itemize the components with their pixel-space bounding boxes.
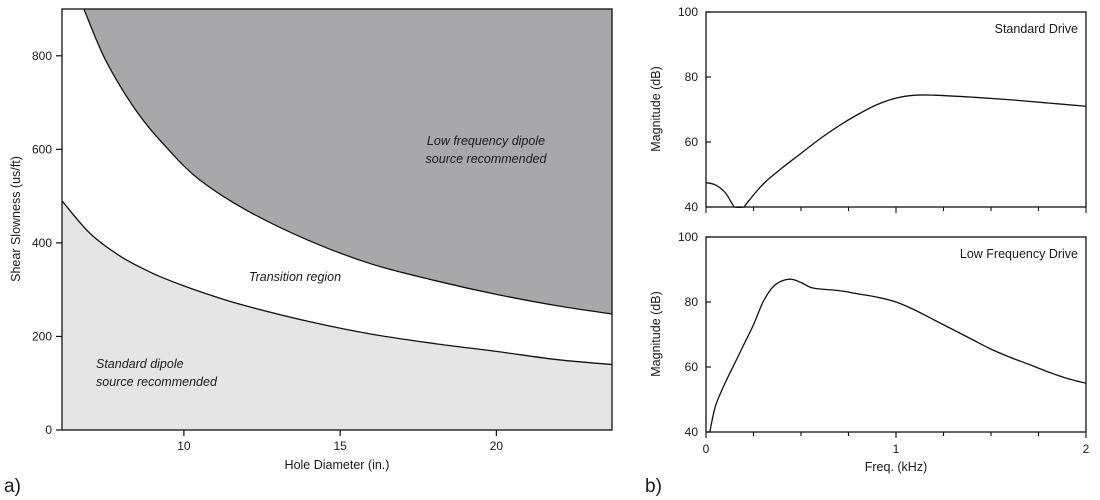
panel-b-top-frame <box>705 11 1087 208</box>
xtick-label: 0 <box>703 442 710 456</box>
panel-a-ytick-label: 600 <box>32 142 52 156</box>
panel-a-ytick-label: 200 <box>32 329 52 343</box>
boundary-lower-curve <box>61 200 613 366</box>
panel-b-top-ylabel: Magnitude (dB) <box>649 66 663 151</box>
panel-a-xlabel: Hole Diameter (in.) <box>285 458 390 472</box>
panel-a-ticks: 0 200 400 600 800 10 15 20 <box>32 49 503 453</box>
ytick-label: 60 <box>685 135 699 149</box>
panel-b-top: 40 60 80 100 Standard Drive Magnitude (dB) <box>649 5 1087 214</box>
panel-b-bottom-ticks: 40 60 80 100 0 1 2 <box>678 230 1090 456</box>
panel-b-bottom-ylabel: Magnitude (dB) <box>649 291 663 376</box>
ytick-label: 40 <box>685 200 699 214</box>
panel-a-ylabel: Shear Slowness (us/ft) <box>9 156 23 282</box>
region-low-frequency-label-line2: source recommended <box>426 152 548 166</box>
xtick-label: 1 <box>893 442 900 456</box>
panel-b-top-ticks: 40 60 80 100 <box>678 5 1087 214</box>
panel-a-ytick-label: 400 <box>32 236 52 250</box>
ytick-label: 100 <box>678 5 698 19</box>
ytick-label: 40 <box>685 425 699 439</box>
standard-drive-curve <box>705 94 1087 208</box>
ytick-label: 80 <box>685 70 699 84</box>
xtick-label: 2 <box>1083 442 1090 456</box>
ytick-label: 100 <box>678 230 698 244</box>
panel-a-frame <box>61 8 613 431</box>
region-low-frequency-fill <box>83 9 612 314</box>
panel-a-ytick-label: 800 <box>32 49 52 63</box>
region-transition-label: Transition region <box>249 270 341 284</box>
panel-a: 0 200 400 600 800 10 15 20 Low frequency dipole… <box>4 8 613 497</box>
standard-drive-title: Standard Drive <box>995 22 1078 36</box>
low-frequency-drive-curve <box>709 278 1087 433</box>
panel-a-ytick-label: 0 <box>45 423 52 437</box>
panel-a-xtick-label: 20 <box>490 439 504 453</box>
ytick-label: 60 <box>685 360 699 374</box>
ytick-label: 80 <box>685 295 699 309</box>
low-frequency-drive-title: Low Frequency Drive <box>960 247 1078 261</box>
panel-b-bottom-xlabel: Freq. (kHz) <box>865 460 928 474</box>
panel-b-label: b) <box>645 476 662 497</box>
region-standard-fill <box>62 200 612 430</box>
panel-b-bottom: 40 60 80 100 0 1 2 Low Frequency Drive Magnitu… <box>645 230 1090 497</box>
region-standard-label-line2: source recommended <box>96 375 218 389</box>
region-standard-label-line1: Standard dipole <box>96 357 184 371</box>
panel-a-label: a) <box>4 476 21 497</box>
boundary-upper-curve <box>83 8 613 315</box>
panel-a-xtick-label: 15 <box>333 439 347 453</box>
region-low-frequency-label-line1: Low frequency dipole <box>427 134 545 148</box>
panel-a-xtick-label: 10 <box>177 439 191 453</box>
panel-b-bottom-frame <box>705 236 1087 433</box>
